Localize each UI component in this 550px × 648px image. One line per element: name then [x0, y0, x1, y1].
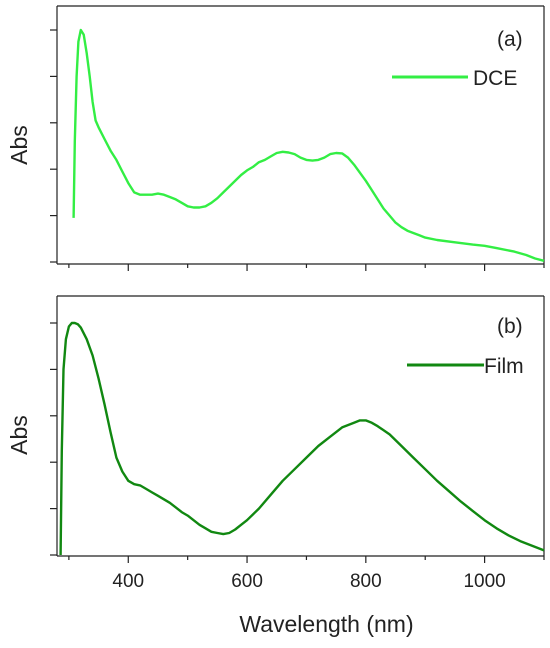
- x-tick-label: 600: [231, 571, 263, 592]
- series-line-dce: [72, 28, 545, 262]
- legend-label: Film: [484, 355, 524, 378]
- panel-label: (b): [497, 315, 523, 338]
- panel-b: 400 600 800 1000 Abs (b) Film Wavelength (nm): [6, 295, 545, 637]
- x-axis-title: Wavelength (nm): [239, 611, 413, 637]
- x-tick-label: 800: [350, 571, 382, 592]
- panel-label: (a): [497, 28, 523, 51]
- x-tick-label: 1000: [463, 571, 505, 592]
- y-axis-title: Abs: [6, 415, 32, 455]
- legend-label: DCE: [473, 67, 517, 90]
- series-line-film: [59, 321, 545, 556]
- y-axis-title: Abs: [6, 125, 32, 165]
- x-tick-label: 400: [112, 571, 144, 592]
- panel-a: Abs (a) DCE: [6, 5, 545, 271]
